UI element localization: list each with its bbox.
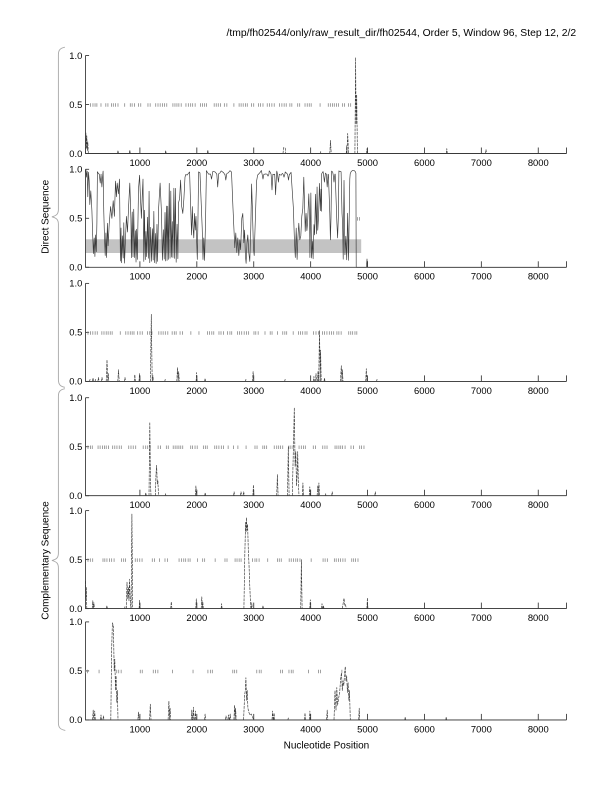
svg-text:0.5: 0.5 [69,99,82,110]
svg-text:0.0: 0.0 [69,714,82,725]
svg-text:0.5: 0.5 [69,554,82,565]
svg-text:0.5: 0.5 [69,441,82,452]
svg-text:0.0: 0.0 [69,262,82,273]
svg-text:1000: 1000 [129,723,150,734]
svg-text:6000: 6000 [414,612,435,623]
svg-text:2000: 2000 [186,385,207,396]
svg-text:0.5: 0.5 [69,327,82,338]
svg-text:2000: 2000 [186,612,207,623]
svg-text:5000: 5000 [357,157,378,168]
svg-text:0.0: 0.0 [69,148,82,159]
svg-text:6000: 6000 [414,499,435,510]
svg-text:1000: 1000 [129,157,150,168]
svg-text:6000: 6000 [414,157,435,168]
svg-text:Nucleotide Position: Nucleotide Position [284,740,370,751]
svg-text:1000: 1000 [129,612,150,623]
svg-text:8000: 8000 [528,612,549,623]
svg-text:7000: 7000 [471,271,492,282]
svg-text:5000: 5000 [357,385,378,396]
svg-text:0.0: 0.0 [69,490,82,501]
svg-text:0.0: 0.0 [69,603,82,614]
svg-text:3000: 3000 [243,385,264,396]
svg-text:5000: 5000 [357,723,378,734]
svg-text:1.0: 1.0 [69,164,82,175]
svg-text:7000: 7000 [471,385,492,396]
svg-text:1.0: 1.0 [69,505,82,516]
svg-text:Complementary Sequence: Complementary Sequence [40,501,51,620]
svg-text:0.5: 0.5 [69,665,82,676]
svg-text:4000: 4000 [300,723,321,734]
svg-text:2000: 2000 [186,499,207,510]
svg-text:1.0: 1.0 [69,278,82,289]
svg-text:3000: 3000 [243,612,264,623]
svg-text:8000: 8000 [528,385,549,396]
svg-text:5000: 5000 [357,612,378,623]
svg-text:4000: 4000 [300,157,321,168]
svg-text:4000: 4000 [300,612,321,623]
svg-text:7000: 7000 [471,157,492,168]
svg-text:3000: 3000 [243,499,264,510]
svg-text:7000: 7000 [471,612,492,623]
svg-text:0.0: 0.0 [69,376,82,387]
svg-text:5000: 5000 [357,499,378,510]
svg-text:6000: 6000 [414,723,435,734]
svg-text:4000: 4000 [300,385,321,396]
svg-text:8000: 8000 [528,723,549,734]
svg-text:0.5: 0.5 [69,213,82,224]
svg-text:1000: 1000 [129,271,150,282]
svg-text:3000: 3000 [243,157,264,168]
svg-text:4000: 4000 [300,499,321,510]
svg-text:3000: 3000 [243,271,264,282]
svg-text:8000: 8000 [528,499,549,510]
svg-text:/tmp/fh02544/only/raw_result_d: /tmp/fh02544/only/raw_result_dir/fh02544… [227,28,577,39]
svg-text:5000: 5000 [357,271,378,282]
svg-text:2000: 2000 [186,271,207,282]
svg-text:1.0: 1.0 [69,50,82,61]
svg-text:1000: 1000 [129,499,150,510]
svg-text:2000: 2000 [186,723,207,734]
svg-text:4000: 4000 [300,271,321,282]
svg-text:1000: 1000 [129,385,150,396]
svg-text:Direct Sequence: Direct Sequence [40,179,51,253]
svg-text:2000: 2000 [186,157,207,168]
svg-text:1.0: 1.0 [69,392,82,403]
svg-text:6000: 6000 [414,271,435,282]
svg-text:7000: 7000 [471,723,492,734]
svg-text:3000: 3000 [243,723,264,734]
svg-text:6000: 6000 [414,385,435,396]
svg-text:1.0: 1.0 [69,616,82,627]
svg-text:7000: 7000 [471,499,492,510]
svg-text:8000: 8000 [528,157,549,168]
svg-text:8000: 8000 [528,271,549,282]
